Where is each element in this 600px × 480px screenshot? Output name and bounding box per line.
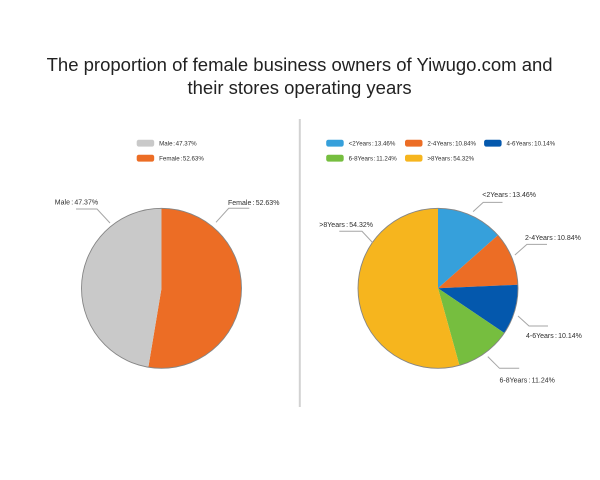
- svg-text:<2Years:13.46%: <2Years:13.46%: [349, 140, 396, 147]
- svg-text:Female:52.63%: Female:52.63%: [159, 155, 204, 162]
- svg-text:6-8Years:11.24%: 6-8Years:11.24%: [500, 377, 555, 384]
- svg-text:>8Years:54.32%: >8Years:54.32%: [427, 155, 474, 162]
- svg-text:their stores operating years: their stores operating years: [188, 77, 412, 98]
- svg-text:Male:47.37%: Male:47.37%: [159, 140, 197, 147]
- svg-text:4-6Years:10.14%: 4-6Years:10.14%: [507, 140, 556, 147]
- svg-text:6-8Years:11.24%: 6-8Years:11.24%: [349, 155, 398, 162]
- svg-text:>8Years:54.32%: >8Years:54.32%: [319, 222, 373, 229]
- svg-text:<2Years:13.46%: <2Years:13.46%: [482, 192, 536, 199]
- svg-text:Male:47.37%: Male:47.37%: [55, 200, 98, 207]
- svg-text:2-4Years:10.84%: 2-4Years:10.84%: [427, 140, 476, 147]
- svg-text:Female:52.63%: Female:52.63%: [228, 200, 279, 207]
- svg-text:The proportion of female busin: The proportion of female business owners…: [47, 54, 553, 75]
